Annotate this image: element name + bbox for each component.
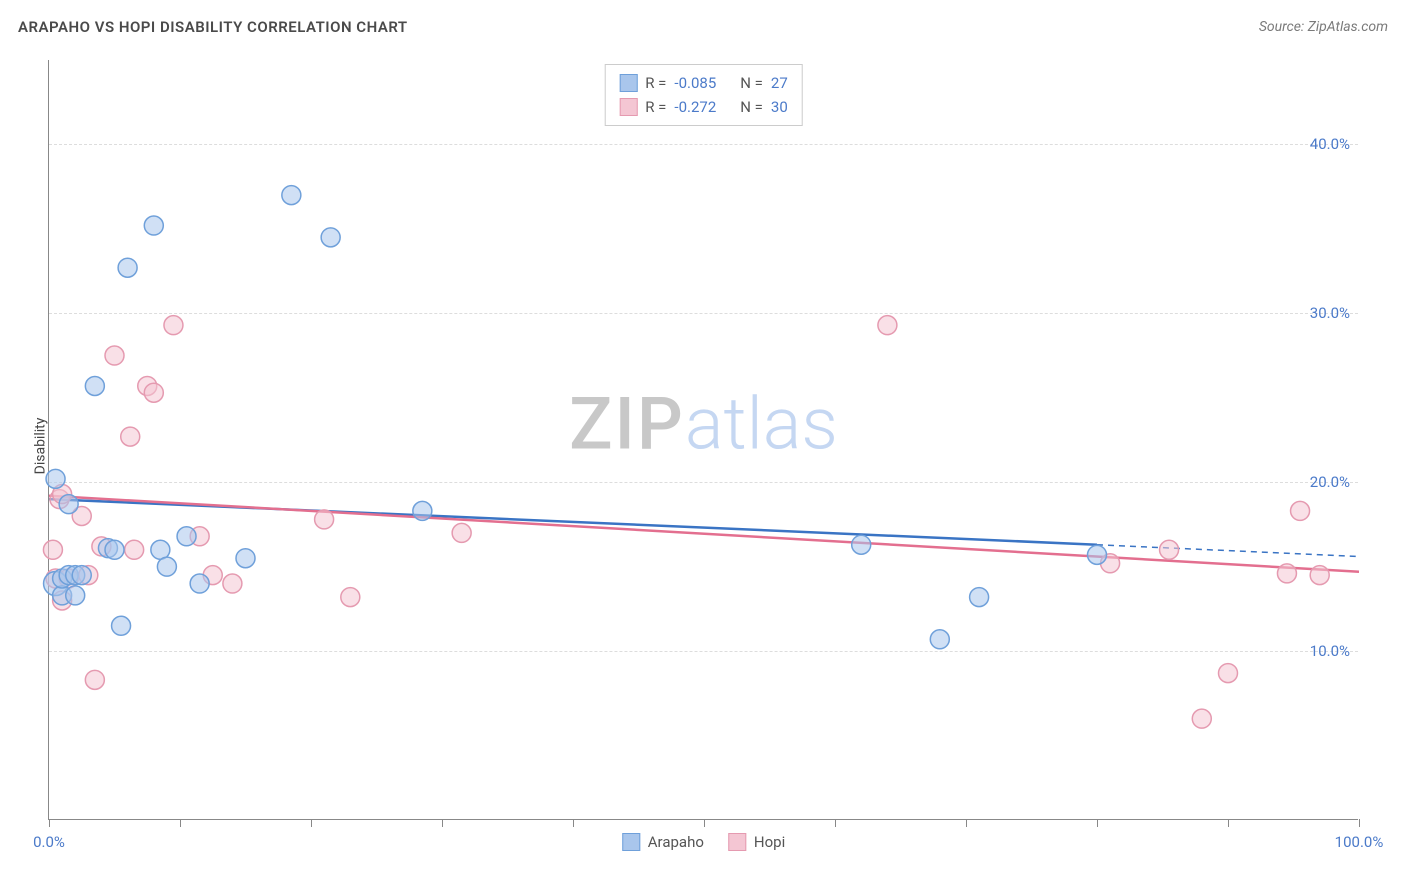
legend-stats-row-b: R = -0.272 N = 30 bbox=[619, 95, 788, 119]
x-tick bbox=[573, 819, 574, 827]
n-value-b: 30 bbox=[771, 95, 788, 119]
legend-swatch-hopi-icon bbox=[728, 833, 746, 851]
legend-series: Arapaho Hopi bbox=[622, 833, 785, 851]
x-tick bbox=[704, 819, 705, 827]
point-hopi bbox=[1291, 501, 1310, 520]
point-arapaho bbox=[66, 586, 85, 605]
legend-stats: R = -0.085 N = 27 R = -0.272 N = 30 bbox=[604, 64, 803, 126]
point-hopi bbox=[1219, 664, 1238, 683]
r-value-b: -0.272 bbox=[674, 95, 716, 119]
legend-swatch-arapaho bbox=[619, 74, 637, 92]
point-arapaho bbox=[970, 588, 989, 607]
r-label: R = bbox=[645, 71, 666, 95]
point-arapaho bbox=[282, 186, 301, 205]
point-arapaho bbox=[46, 469, 65, 488]
point-hopi bbox=[223, 574, 242, 593]
point-hopi bbox=[144, 383, 163, 402]
legend-item-hopi: Hopi bbox=[728, 833, 785, 851]
point-arapaho bbox=[321, 228, 340, 247]
x-tick bbox=[311, 819, 312, 827]
y-axis-label: Disability bbox=[32, 418, 48, 475]
point-arapaho bbox=[930, 630, 949, 649]
point-hopi bbox=[452, 523, 471, 542]
point-hopi bbox=[1310, 566, 1329, 585]
point-hopi bbox=[1160, 540, 1179, 559]
n-value-a: 27 bbox=[771, 71, 788, 95]
x-tick-label: 100.0% bbox=[1335, 833, 1384, 851]
point-hopi bbox=[1192, 709, 1211, 728]
n-label: N = bbox=[740, 71, 763, 95]
point-hopi bbox=[85, 670, 104, 689]
point-arapaho bbox=[852, 535, 871, 554]
point-arapaho bbox=[190, 574, 209, 593]
point-hopi bbox=[164, 316, 183, 335]
chart-header: ARAPAHO VS HOPI DISABILITY CORRELATION C… bbox=[18, 18, 1388, 36]
x-tick bbox=[1359, 819, 1360, 827]
plot-area: ZIPatlas 10.0%20.0%30.0%40.0% 0.0%100.0%… bbox=[48, 60, 1358, 820]
legend-stats-row-a: R = -0.085 N = 27 bbox=[619, 71, 788, 95]
point-arapaho bbox=[1088, 545, 1107, 564]
chart-title: ARAPAHO VS HOPI DISABILITY CORRELATION C… bbox=[18, 18, 408, 36]
point-arapaho bbox=[157, 557, 176, 576]
point-hopi bbox=[43, 540, 62, 559]
point-hopi bbox=[121, 427, 140, 446]
n-label: N = bbox=[740, 95, 763, 119]
legend-item-arapaho: Arapaho bbox=[622, 833, 704, 851]
x-tick-label: 0.0% bbox=[33, 833, 65, 851]
x-tick bbox=[1097, 819, 1098, 827]
point-arapaho bbox=[59, 495, 78, 514]
point-hopi bbox=[341, 588, 360, 607]
point-arapaho bbox=[177, 527, 196, 546]
chart-source: Source: ZipAtlas.com bbox=[1259, 19, 1388, 35]
x-tick bbox=[442, 819, 443, 827]
point-hopi bbox=[105, 346, 124, 365]
x-tick bbox=[180, 819, 181, 827]
point-arapaho bbox=[118, 258, 137, 277]
legend-swatch-arapaho-icon bbox=[622, 833, 640, 851]
point-arapaho bbox=[413, 501, 432, 520]
legend-swatch-hopi bbox=[619, 98, 637, 116]
point-hopi bbox=[125, 540, 144, 559]
x-tick bbox=[49, 819, 50, 827]
legend-label-hopi: Hopi bbox=[754, 833, 785, 851]
x-tick bbox=[1228, 819, 1229, 827]
point-arapaho bbox=[105, 540, 124, 559]
point-arapaho bbox=[236, 549, 255, 568]
x-tick bbox=[966, 819, 967, 827]
point-arapaho bbox=[144, 216, 163, 235]
point-hopi bbox=[878, 316, 897, 335]
x-tick bbox=[835, 819, 836, 827]
point-arapaho bbox=[72, 566, 91, 585]
point-hopi bbox=[1277, 564, 1296, 583]
point-hopi bbox=[315, 510, 334, 529]
trendline-arapaho-ext bbox=[1097, 545, 1359, 557]
chart-svg bbox=[49, 60, 1358, 819]
point-arapaho bbox=[85, 376, 104, 395]
legend-label-arapaho: Arapaho bbox=[648, 833, 704, 851]
r-value-a: -0.085 bbox=[674, 71, 716, 95]
r-label: R = bbox=[645, 95, 666, 119]
point-arapaho bbox=[112, 616, 131, 635]
